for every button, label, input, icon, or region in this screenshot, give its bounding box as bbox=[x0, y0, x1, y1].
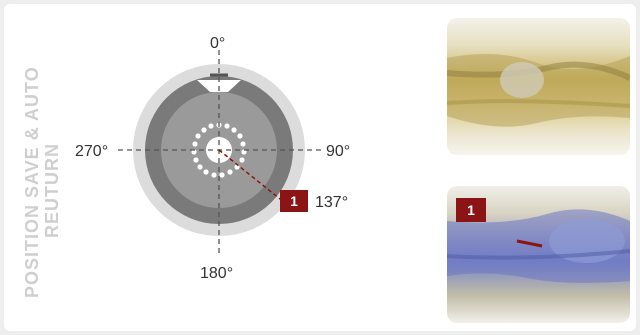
saved-position-line bbox=[218, 149, 286, 204]
angle-label-270: 270° bbox=[75, 143, 108, 160]
photo-badge: 1 bbox=[456, 198, 486, 222]
title-line-2: REUTURN bbox=[42, 143, 62, 238]
angle-label-180: 180° bbox=[200, 265, 233, 282]
angle-label-0: 0° bbox=[210, 35, 225, 52]
angle-label-90: 90° bbox=[326, 143, 350, 160]
title-line-1: POSITION SAVE & AUTO bbox=[24, 66, 42, 298]
position-badge: 1 bbox=[280, 190, 308, 212]
angle-label-saved: 137° bbox=[315, 194, 348, 211]
pipe-weld-photo-top bbox=[447, 18, 630, 155]
feature-title: POSITION SAVE & AUTO REUTURN bbox=[22, 40, 72, 298]
rotation-dial-diagram: 0° 90° 180° 270° 137° bbox=[60, 20, 380, 320]
bolt-circle-dots bbox=[191, 122, 247, 178]
